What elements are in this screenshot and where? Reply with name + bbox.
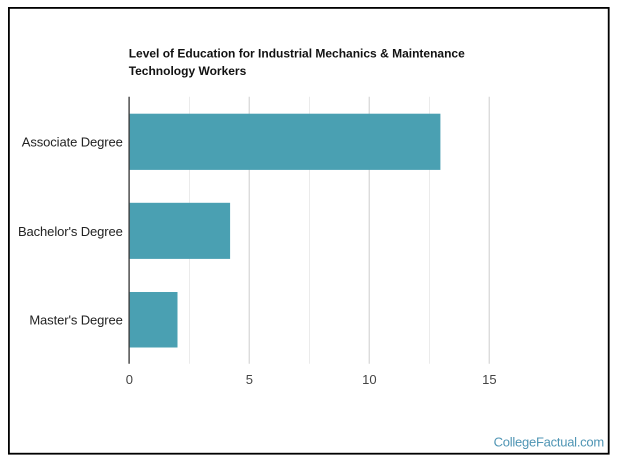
svg-text:CollegeFactual.com: CollegeFactual.com [494, 435, 604, 450]
svg-text:0: 0 [126, 372, 133, 387]
svg-text:Level of Education for Industr: Level of Education for Industrial Mechan… [129, 47, 465, 61]
svg-text:Master's Degree: Master's Degree [29, 313, 122, 328]
svg-text:5: 5 [246, 372, 253, 387]
svg-text:Technology Workers: Technology Workers [129, 64, 247, 78]
svg-text:Associate Degree: Associate Degree [22, 134, 123, 149]
svg-text:15: 15 [482, 372, 496, 387]
svg-text:10: 10 [362, 372, 376, 387]
svg-text:Bachelor's Degree: Bachelor's Degree [18, 224, 123, 239]
